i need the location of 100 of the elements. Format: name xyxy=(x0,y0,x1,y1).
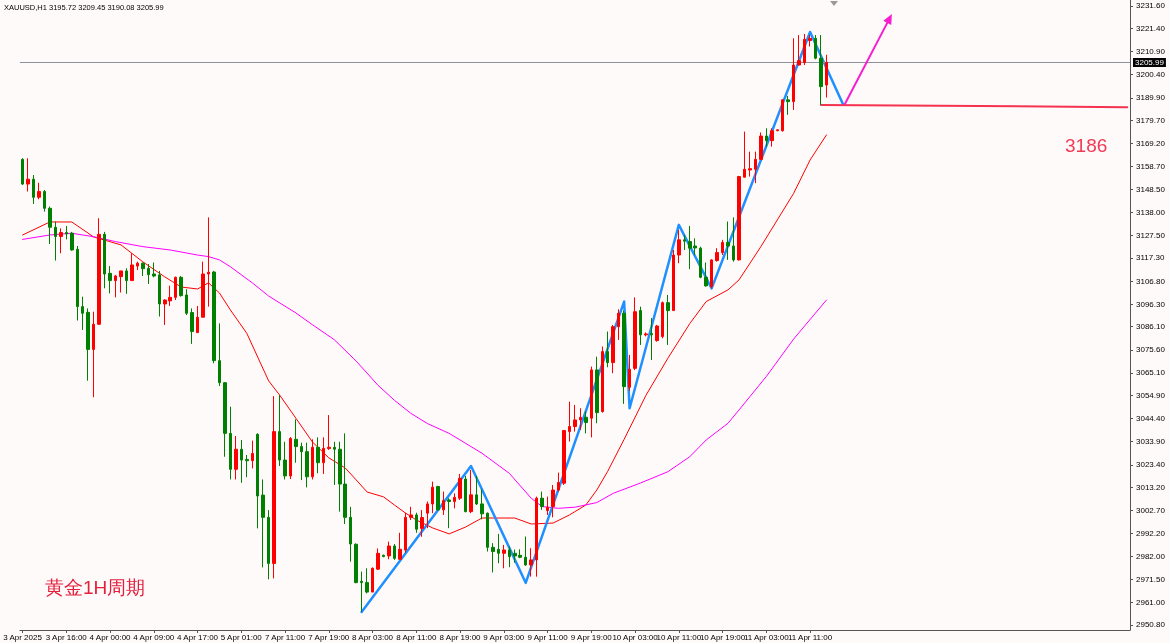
candlestick xyxy=(677,229,681,264)
candlestick xyxy=(415,512,418,534)
candlestick xyxy=(497,533,500,564)
candlestick xyxy=(272,395,276,579)
candlestick xyxy=(529,547,533,578)
candlestick xyxy=(240,439,243,484)
candlestick xyxy=(661,301,664,339)
candlestick xyxy=(524,536,527,567)
candlestick xyxy=(557,472,560,493)
candlestick xyxy=(475,475,478,506)
candlestick xyxy=(650,317,653,361)
candlestick xyxy=(278,394,281,467)
x-tick-label: 9 Apr 19:00 xyxy=(570,632,613,642)
y-tick-label: 3210.90 xyxy=(1136,47,1166,57)
x-tick-label: 3 Apr 2025 xyxy=(3,632,43,642)
candlestick xyxy=(103,231,106,289)
candlestick xyxy=(152,262,156,278)
candlestick xyxy=(37,182,41,200)
y-tick-label: 3138.00 xyxy=(1136,207,1166,217)
candlestick xyxy=(551,484,555,518)
candlestick xyxy=(442,491,445,516)
candlestick xyxy=(294,418,298,464)
annotation: 黄金1H周期 xyxy=(45,577,146,598)
candlestick xyxy=(710,258,713,289)
candlestick xyxy=(568,401,571,443)
y-tick-label: 3075.60 xyxy=(1136,345,1166,355)
candlestick xyxy=(207,216,210,308)
candlestick xyxy=(119,270,123,294)
candlestick xyxy=(398,532,402,561)
candlestick xyxy=(125,267,128,295)
candlestick xyxy=(606,331,609,368)
candlestick xyxy=(792,37,795,111)
candlestick xyxy=(458,473,462,501)
candlestick xyxy=(54,221,57,262)
candlestick xyxy=(141,262,145,277)
candlestick xyxy=(365,567,369,594)
candlestick xyxy=(814,34,817,60)
candlestick xyxy=(666,294,670,346)
candlestick xyxy=(601,346,604,414)
candlestick xyxy=(633,296,637,371)
x-tick-label: 4 Apr 00:00 xyxy=(89,632,132,642)
candlestick xyxy=(426,500,429,529)
candlestick xyxy=(289,436,292,480)
y-tick-label: 3023.40 xyxy=(1136,460,1166,470)
candlestick xyxy=(393,543,396,561)
candlestick xyxy=(765,127,768,148)
candlestick xyxy=(491,542,495,573)
candlestick xyxy=(748,151,752,178)
candlestick xyxy=(201,261,205,318)
x-tick-label: 3 Apr 16:00 xyxy=(45,632,88,642)
candlestick xyxy=(229,406,232,480)
candlestick xyxy=(655,324,659,343)
candlestick xyxy=(223,381,227,458)
candlestick xyxy=(76,245,79,322)
candlestick xyxy=(573,404,577,433)
candlestick xyxy=(699,246,702,279)
x-tick-label: 4 Apr 17:00 xyxy=(177,632,219,642)
x-tick-label: 8 Apr 19:00 xyxy=(439,632,482,642)
candlestick xyxy=(628,354,631,392)
x-tick-label: 4 Apr 09:00 xyxy=(133,632,175,642)
candlestick xyxy=(464,475,467,513)
candlestick xyxy=(737,175,741,262)
candlestick xyxy=(256,432,259,529)
candlestick xyxy=(26,157,30,193)
y-tick-label: 3106.80 xyxy=(1136,276,1166,286)
y-tick-label: 3086.10 xyxy=(1136,322,1166,332)
candlestick xyxy=(683,234,686,251)
y-tick-label: 3179.70 xyxy=(1136,115,1166,125)
ref-line-label: 3205.99 xyxy=(1135,57,1165,67)
candlestick xyxy=(354,542,358,584)
candlestick xyxy=(322,436,325,475)
y-tick-label: 3158.70 xyxy=(1136,162,1166,172)
y-tick-label: 3169.20 xyxy=(1136,139,1166,148)
annotation: 3186 xyxy=(1065,135,1108,156)
candlestick xyxy=(617,308,620,341)
y-tick-label: 3200.40 xyxy=(1136,70,1166,80)
y-tick-label: 3002.70 xyxy=(1136,506,1166,516)
y-tick-label: 2971.50 xyxy=(1136,574,1166,584)
candlestick xyxy=(349,506,352,563)
y-tick-label: 2982.00 xyxy=(1136,551,1166,561)
candlestick xyxy=(754,151,757,184)
x-tick-label: 7 Apr 11:00 xyxy=(264,632,306,642)
x-tick-label: 5 Apr 01:00 xyxy=(220,632,263,642)
candlestick xyxy=(726,221,730,261)
candlestick xyxy=(732,216,735,263)
candlestick xyxy=(486,512,489,553)
candlestick xyxy=(316,436,320,474)
candlestick xyxy=(114,274,117,298)
x-tick-label: 9 Apr 11:00 xyxy=(527,632,569,642)
candlestick xyxy=(721,239,724,256)
candlestick xyxy=(431,481,434,514)
candlestick xyxy=(622,310,626,405)
candlestick xyxy=(759,131,763,161)
candlestick xyxy=(371,566,374,593)
x-tick-label: 7 Apr 19:00 xyxy=(308,632,350,642)
line-series xyxy=(22,232,827,509)
candlestick xyxy=(59,227,63,254)
candlestick xyxy=(562,429,566,486)
y-tick-label: 3117.30 xyxy=(1136,253,1165,263)
y-tick-label: 3231.60 xyxy=(1136,1,1166,11)
